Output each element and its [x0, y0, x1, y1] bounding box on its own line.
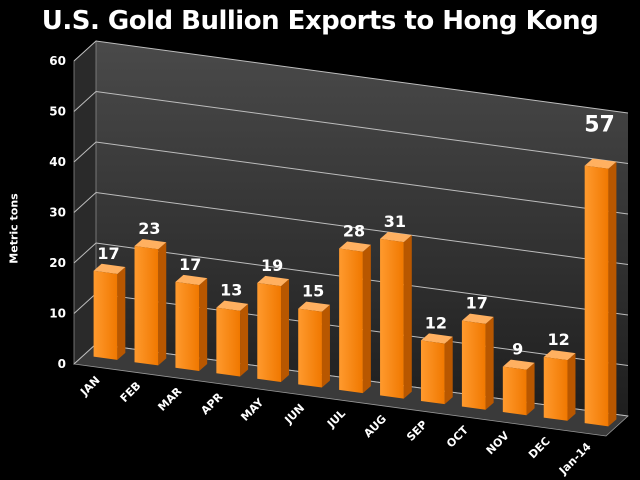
x-tick-label: JUN — [282, 401, 308, 427]
gridline — [73, 191, 629, 265]
bar — [175, 281, 200, 371]
y-tick-label: 50 — [49, 105, 66, 119]
y-tick-label: 10 — [49, 307, 66, 321]
bar — [543, 356, 568, 421]
x-tick-label: MAY — [238, 395, 267, 424]
bar-side — [362, 244, 371, 394]
data-label: 15 — [302, 282, 324, 301]
bar — [584, 165, 609, 427]
data-label: 31 — [384, 212, 406, 231]
x-tick-label: JUL — [324, 407, 348, 431]
x-tick-label: OCT — [444, 423, 471, 450]
bar-side — [526, 362, 535, 416]
bar — [420, 340, 445, 405]
data-label: 13 — [220, 281, 242, 300]
bar — [461, 320, 486, 410]
bar-top — [543, 349, 576, 361]
data-label: 28 — [343, 221, 365, 240]
bar-side — [567, 353, 576, 421]
x-tick-label: APR — [198, 390, 225, 417]
y-tick-label: 30 — [49, 206, 66, 220]
bar-side — [608, 161, 617, 427]
data-label: 12 — [547, 330, 569, 349]
bar-top — [134, 239, 167, 250]
bar-top — [339, 241, 371, 252]
x-tick-label: JAN — [77, 374, 102, 399]
bar-top — [93, 263, 126, 275]
x-tick-label: FEB — [118, 379, 144, 405]
data-label: 9 — [512, 340, 523, 359]
bar — [134, 246, 159, 366]
y-tick-label: 60 — [49, 54, 66, 68]
y-tick-label: 20 — [49, 256, 66, 270]
bar-side — [485, 316, 494, 410]
bar-side — [321, 304, 330, 388]
gridline — [73, 242, 629, 316]
data-label: 17 — [466, 294, 488, 313]
bar-top — [175, 274, 208, 286]
bar — [298, 308, 322, 388]
data-label: 17 — [97, 244, 119, 263]
gridline — [73, 90, 629, 164]
bar-side — [158, 242, 167, 366]
data-label: 57 — [584, 113, 615, 138]
x-tick-label: MAR — [155, 384, 184, 413]
x-tick-label: AUG — [361, 412, 389, 440]
bar — [257, 282, 282, 383]
x-tick-label: Jan-14 — [556, 440, 594, 478]
bar — [216, 307, 241, 377]
bar-top — [584, 158, 617, 169]
bar-side — [117, 267, 126, 360]
y-tick-label: 40 — [49, 155, 66, 169]
data-label: 19 — [261, 256, 283, 275]
bar — [339, 248, 363, 394]
bar-side — [444, 336, 453, 405]
bar — [380, 238, 404, 399]
bar-top — [380, 231, 412, 243]
bar-top — [502, 359, 535, 370]
data-label: 23 — [138, 219, 160, 238]
bar-side — [281, 279, 290, 383]
bar-top — [420, 333, 453, 344]
bar — [93, 270, 118, 360]
data-label: 12 — [425, 313, 447, 332]
x-tick-label: DEC — [526, 435, 553, 462]
bar-top — [298, 301, 330, 312]
chart-title: U.S. Gold Bullion Exports to Hong Kong — [41, 6, 599, 36]
bar-side — [403, 235, 412, 399]
gridline — [73, 40, 629, 114]
bar — [502, 366, 527, 416]
bar-side — [240, 303, 249, 377]
x-tick-label: SEP — [404, 418, 430, 444]
bar-side — [199, 278, 208, 371]
bar-top — [461, 313, 494, 324]
gridline — [73, 141, 629, 215]
x-tick-label: NOV — [484, 429, 512, 457]
bar-top — [257, 275, 290, 287]
data-label: 17 — [179, 255, 201, 274]
bar-top — [216, 300, 249, 311]
y-tick-label: 0 — [58, 357, 66, 371]
